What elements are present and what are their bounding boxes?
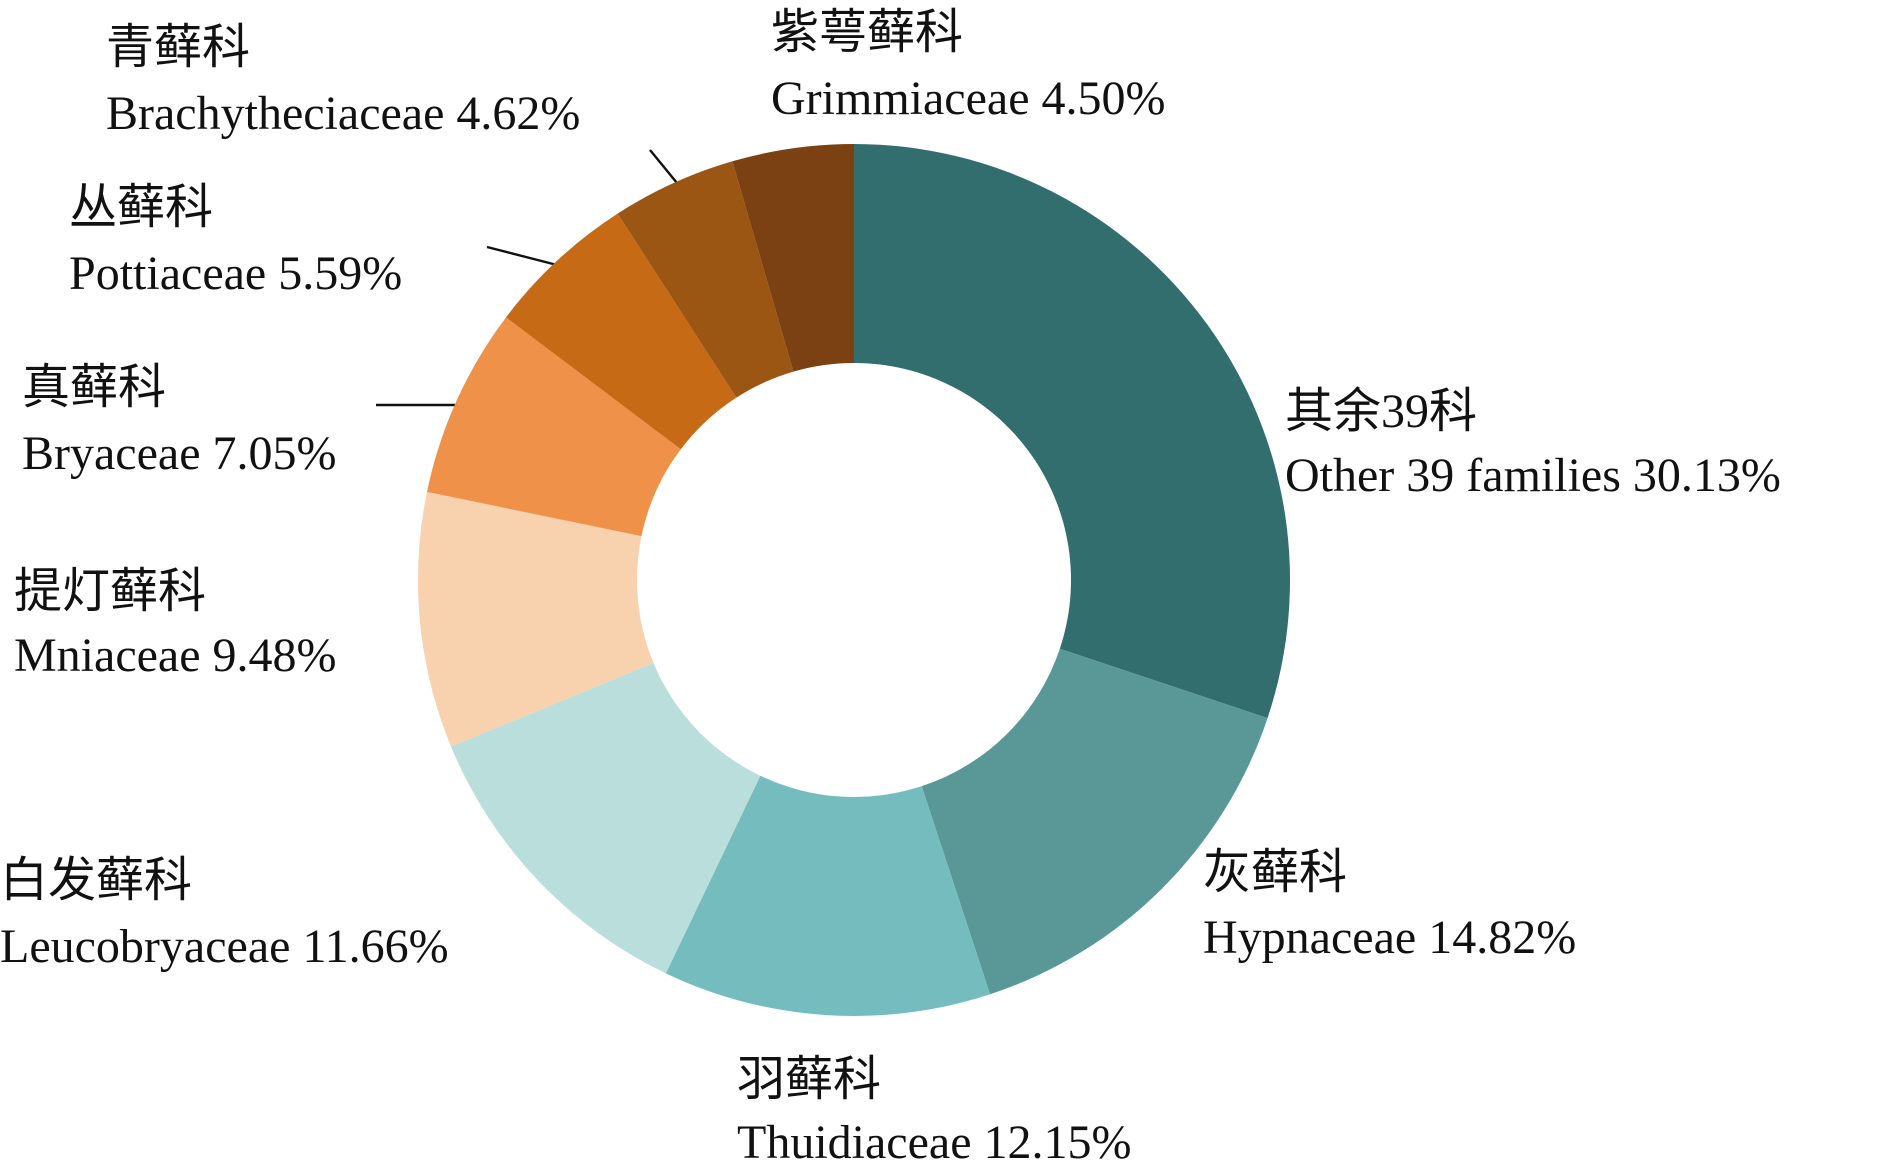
label-zh: 灰藓科 — [1203, 846, 1347, 899]
label-en: Hypnaceae 14.82% — [1203, 911, 1576, 964]
label-en: Thuidiaceae 12.15% — [737, 1116, 1132, 1166]
donut-slice — [418, 491, 654, 747]
donut-slice — [617, 161, 794, 398]
leader-line — [486, 245, 558, 267]
category-name: Bryaceae — [22, 427, 201, 480]
value-label: 4.62% — [456, 87, 580, 140]
label-en: Leucobryaceae 11.66% — [0, 920, 449, 973]
value-label: 11.66% — [302, 920, 448, 973]
label-en: Brachytheciaceae 4.62% — [106, 87, 580, 140]
value-label: 9.48% — [213, 629, 337, 682]
label-en: Grimmiaceae 4.50% — [771, 72, 1166, 125]
value-label: 30.13% — [1633, 449, 1781, 502]
donut-slice — [427, 317, 681, 537]
category-name: Pottiaceae — [69, 247, 266, 300]
value-label: 5.59% — [278, 247, 402, 300]
value-label: 4.50% — [1042, 72, 1166, 125]
label-zh: 真藓科 — [22, 361, 166, 414]
category-name: Other 39 families — [1285, 449, 1621, 502]
label-zh: 其余39科 — [1285, 385, 1477, 438]
value-label: 7.05% — [213, 427, 337, 480]
label-en: Bryaceae 7.05% — [22, 427, 337, 480]
donut-slice — [505, 213, 737, 450]
donut-slice — [854, 144, 1290, 719]
category-name: Hypnaceae — [1203, 911, 1416, 964]
label-zh: 丛藓科 — [69, 181, 213, 234]
label-en: Pottiaceae 5.59% — [69, 247, 402, 300]
label-zh: 羽藓科 — [737, 1053, 881, 1106]
category-name: Thuidiaceae — [737, 1116, 972, 1166]
label-zh: 青藓科 — [106, 21, 250, 74]
leader-line — [649, 149, 678, 184]
label-zh: 紫萼藓科 — [771, 6, 963, 59]
donut-slice — [451, 662, 761, 974]
label-en: Mniaceae 9.48% — [14, 629, 337, 682]
category-name: Grimmiaceae — [771, 72, 1030, 125]
donut-slice — [732, 144, 854, 372]
category-name: Leucobryaceae — [0, 920, 290, 973]
value-label: 12.15% — [984, 1116, 1132, 1166]
category-name: Mniaceae — [14, 629, 201, 682]
label-zh: 提灯藓科 — [14, 565, 206, 618]
donut-slice — [921, 648, 1268, 995]
label-en: Other 39 families 30.13% — [1285, 449, 1781, 502]
value-label: 14.82% — [1428, 911, 1576, 964]
label-zh: 白发藓科 — [0, 854, 192, 907]
category-name: Brachytheciaceae — [106, 87, 444, 140]
donut-slice — [665, 775, 991, 1016]
